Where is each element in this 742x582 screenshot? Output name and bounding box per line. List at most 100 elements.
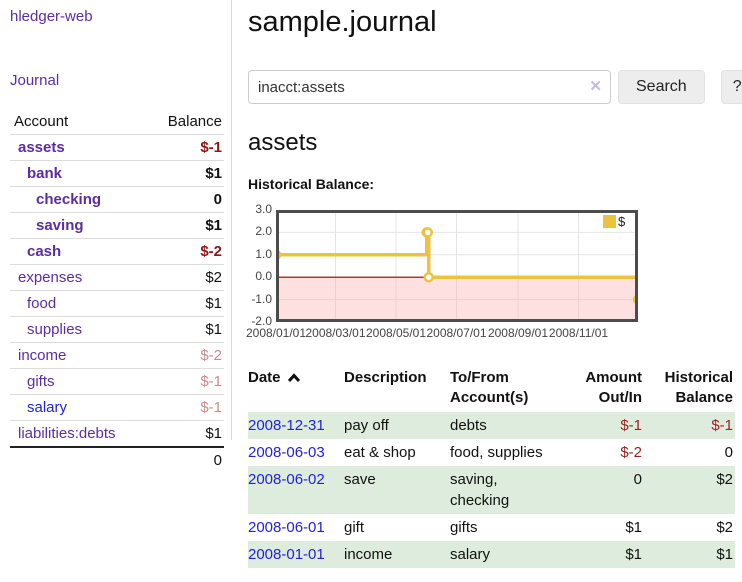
page-title: sample.journal	[248, 6, 437, 38]
transaction-date-link[interactable]: 2008-06-03	[248, 444, 325, 461]
account-balance: $1	[146, 290, 224, 317]
y-tick-label: 3.0	[255, 202, 272, 216]
transaction-date-link[interactable]: 2008-06-01	[248, 519, 325, 536]
account-row: cash $-2	[10, 238, 224, 265]
register-table: Date Description To/From Account(s) Amou…	[248, 366, 735, 568]
transaction-amount: $1	[625, 519, 642, 536]
transaction-row: 2008-06-01 gift gifts $1 $2	[248, 514, 735, 541]
account-balance: $-2	[146, 342, 224, 369]
transaction-accounts: salary	[450, 546, 491, 563]
transaction-amount: $1	[625, 546, 642, 563]
account-link-income[interactable]: income	[18, 347, 67, 364]
account-link-supplies[interactable]: supplies	[27, 321, 83, 338]
account-link-gifts[interactable]: gifts	[27, 373, 55, 390]
x-tick-label: 2008/03/01	[305, 326, 366, 340]
account-balance: $1	[146, 160, 224, 187]
account-balance: 0	[146, 186, 224, 213]
transaction-date-link[interactable]: 2008-06-02	[248, 471, 325, 488]
account-link-cash[interactable]: cash	[27, 243, 62, 260]
account-link-salary[interactable]: salary	[27, 399, 68, 416]
transaction-row: 2008-06-02 save saving, checking 0 $2	[248, 466, 735, 514]
help-button[interactable]: ?	[720, 70, 742, 104]
chart-legend: $	[603, 214, 625, 229]
transaction-row: 2008-06-03 eat & shop food, supplies $-2…	[248, 439, 735, 466]
transaction-description: gift	[344, 519, 365, 536]
y-tick-label: -1.0	[251, 291, 272, 306]
x-tick-label: 2008/11/01	[548, 326, 609, 340]
search-input[interactable]	[248, 70, 611, 104]
transaction-description: eat & shop	[344, 444, 416, 461]
account-balance: $-1	[146, 368, 224, 395]
chart-heading: Historical Balance:	[248, 176, 375, 192]
transaction-row: 2008-12-31 pay off debts $-1 $-1	[248, 412, 735, 439]
account-link-food[interactable]: food	[27, 295, 57, 312]
account-row: checking 0	[10, 186, 224, 213]
sort-ascending-icon	[287, 373, 300, 383]
transaction-date-link[interactable]: 2008-12-31	[248, 417, 325, 434]
transaction-date-link[interactable]: 2008-01-01	[248, 546, 325, 563]
brand-link[interactable]: hledger-web	[10, 8, 93, 25]
search-form: ✕ Search ?	[248, 70, 742, 104]
account-row: assets $-1	[10, 134, 224, 161]
account-balance: $1	[146, 316, 224, 343]
account-row: food $1	[10, 290, 224, 317]
amount-header: Amount Out/In	[585, 369, 642, 406]
y-tick-label: 1.0	[255, 246, 272, 261]
account-row: bank $1	[10, 160, 224, 187]
transaction-amount: $-1	[620, 417, 642, 434]
x-tick-label: 2008/01/01	[245, 326, 307, 340]
account-link-liabilities-debts[interactable]: liabilities:debts	[18, 425, 116, 442]
date-header-label: Date	[248, 369, 281, 386]
search-input-wrap: ✕	[248, 70, 611, 104]
legend-label: $	[618, 214, 626, 229]
account-balance: $1	[146, 212, 224, 239]
transaction-description: income	[344, 546, 393, 563]
account-row: salary $-1	[10, 394, 224, 421]
register-header-row: Date Description To/From Account(s) Amou…	[248, 366, 735, 412]
account-balance: $-2	[146, 238, 224, 265]
total-row: 0	[10, 446, 224, 473]
transaction-balance: $2	[716, 519, 733, 536]
transaction-balance: 0	[724, 444, 733, 461]
x-tick-label: 2008/07/01	[426, 326, 487, 340]
account-row: income $-2	[10, 342, 224, 369]
account-link-expenses[interactable]: expenses	[18, 269, 83, 286]
account-row: supplies $1	[10, 316, 224, 343]
account-balance: $1	[146, 420, 224, 447]
clear-search-icon[interactable]: ✕	[589, 78, 602, 95]
x-tick-label: 2008/09/01	[487, 326, 549, 340]
historical-balance-chart: $ 3.0 2.0 1.0 0.0 -1.0 -2.0 2008/01/01 2008/03/…	[246, 202, 668, 343]
transaction-balance: $-1	[711, 417, 733, 434]
x-tick-label: 2008/05/01	[365, 326, 427, 340]
transaction-description: pay off	[344, 417, 389, 434]
y-tick-label: -2.0	[251, 314, 272, 328]
search-button[interactable]: Search	[618, 70, 705, 104]
main-content: sample.journal ✕ Search ? assets Histori…	[246, 0, 742, 568]
transaction-accounts: debts	[450, 417, 487, 434]
description-header: Description	[344, 369, 427, 386]
sidebar-item-journal[interactable]: Journal	[10, 72, 60, 89]
y-tick-label: 2.0	[255, 224, 272, 239]
account-row: expenses $2	[10, 264, 224, 291]
account-link-checking[interactable]: checking	[36, 191, 102, 208]
balance-column-header: Balance	[167, 113, 222, 130]
account-link-bank[interactable]: bank	[27, 165, 63, 182]
account-row: gifts $-1	[10, 368, 224, 395]
transaction-accounts: saving, checking	[450, 471, 510, 509]
chart-plot	[276, 210, 638, 322]
account-balance-table: Account Balance assets $-1 bank $1 check…	[10, 110, 224, 473]
transaction-balance: $1	[716, 546, 733, 563]
account-link-assets[interactable]: assets	[18, 139, 65, 156]
account-row: liabilities:debts $1	[10, 420, 224, 447]
account-balance: $-1	[146, 394, 224, 421]
balance-header: Historical Balance	[664, 369, 733, 406]
account-balance: $2	[146, 264, 224, 291]
account-column-header: Account	[14, 113, 69, 130]
account-link-saving[interactable]: saving	[36, 217, 84, 234]
transaction-row: 2008-01-01 income salary $1 $1	[248, 541, 735, 568]
y-tick-label: 0.0	[255, 269, 272, 284]
date-sort-header[interactable]: Date	[248, 368, 301, 388]
transaction-accounts: gifts	[450, 519, 478, 536]
transaction-accounts: food, supplies	[450, 444, 543, 461]
